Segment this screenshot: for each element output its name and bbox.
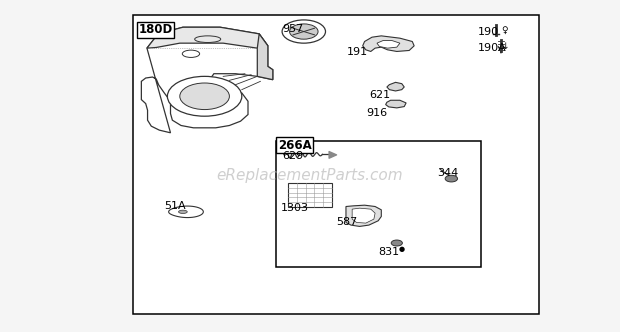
Circle shape [290,24,318,39]
Bar [133,15,539,314]
Circle shape [167,76,242,116]
Text: 191: 191 [347,47,368,57]
Text: 621: 621 [369,90,390,100]
Circle shape [180,83,229,110]
Text: ♀: ♀ [501,26,508,35]
Ellipse shape [195,36,221,42]
Text: 916: 916 [366,108,387,118]
Polygon shape [352,208,375,223]
Text: ●: ● [399,246,405,252]
Text: ↓: ↓ [501,42,508,50]
Polygon shape [346,205,381,226]
Polygon shape [169,206,203,217]
Circle shape [391,240,402,246]
Circle shape [282,20,326,43]
Polygon shape [386,100,406,108]
Text: 190A: 190A [477,43,506,53]
Text: 266A: 266A [278,139,311,152]
Bar [288,183,332,207]
Text: 831: 831 [378,247,399,257]
Text: 587: 587 [337,217,358,227]
Circle shape [445,175,458,182]
Polygon shape [179,210,187,213]
Polygon shape [363,36,414,51]
Bar [276,141,480,267]
Polygon shape [257,34,273,80]
Ellipse shape [182,50,200,57]
Text: 190: 190 [477,27,498,37]
Text: 180D: 180D [138,23,172,36]
Text: 51A: 51A [164,201,186,211]
Polygon shape [141,27,273,133]
Text: 629: 629 [282,151,303,161]
Text: 957: 957 [282,24,303,34]
Text: 344: 344 [437,168,458,178]
Polygon shape [147,27,268,48]
Text: eReplacementParts.com: eReplacementParts.com [216,168,404,184]
Polygon shape [377,41,400,48]
Text: 1303: 1303 [281,203,309,212]
Polygon shape [387,82,404,91]
